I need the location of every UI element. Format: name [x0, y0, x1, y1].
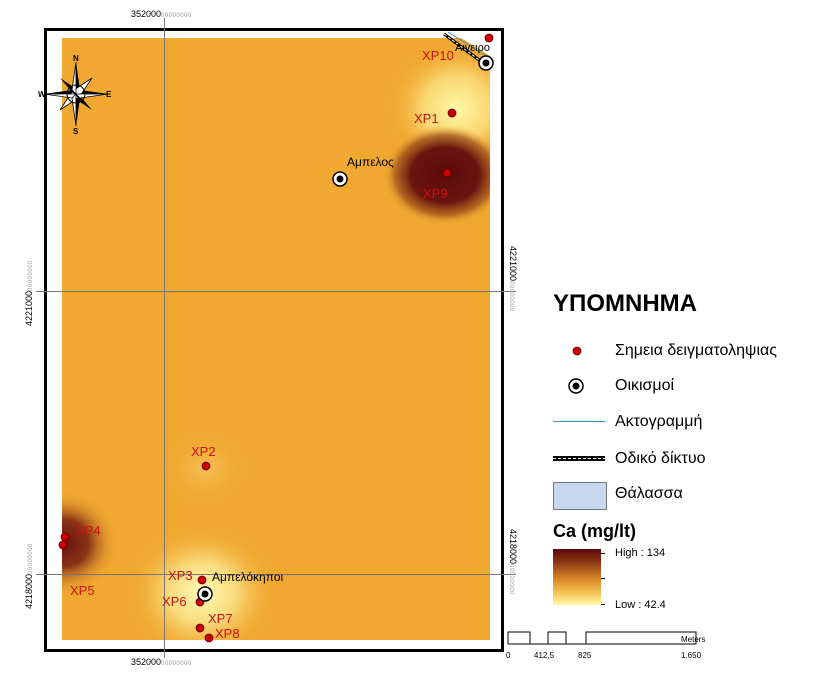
legend-road-icon	[553, 456, 605, 461]
high-zone-xp4	[62, 491, 119, 595]
compass-w: W	[38, 90, 46, 99]
sample-point-xp7[interactable]	[195, 623, 205, 633]
ca-high-label: High : 134	[615, 547, 666, 559]
legend-title: ΥΠΟΜΝΗΜΑ	[553, 290, 697, 317]
sea-area	[450, 31, 495, 59]
ca-ramp-tick-bot	[601, 604, 605, 605]
sample-label-xp6: XP6	[162, 594, 187, 609]
settlement-label-ampelokipoi: Αμπελόκηποι	[212, 570, 283, 584]
settlement-label-ampelos: Αμπελος	[347, 155, 394, 169]
sample-label-xp8: XP8	[215, 626, 240, 641]
sample-label-xp2: XP2	[191, 444, 216, 459]
high-zone-xp9	[383, 125, 490, 225]
settlement-label-aigeiros: Αιγειρο	[455, 42, 490, 54]
ca-color-ramp	[553, 549, 601, 605]
scale-unit: Meters	[681, 635, 706, 644]
sample-point-xp9[interactable]	[442, 168, 452, 178]
legend-settlement-icon	[568, 378, 584, 394]
sample-point-xp5[interactable]	[58, 540, 68, 550]
sample-label-xp10: XP10	[422, 48, 454, 63]
sample-label-xp5: XP5	[70, 583, 95, 598]
sample-point-xp1[interactable]	[447, 108, 457, 118]
sample-label-xp4: XP4	[76, 523, 101, 538]
sample-point-xp2[interactable]	[201, 461, 211, 471]
scale-label-1650: 1.650	[681, 651, 702, 660]
sample-label-xp7: XP7	[208, 611, 233, 626]
sample-label-xp9: XP9	[423, 186, 448, 201]
sample-point-xp10[interactable]	[484, 33, 494, 43]
compass-s: S	[73, 127, 79, 136]
settlement-ampelokipoi[interactable]	[197, 586, 213, 602]
legend-label-sea: Θάλασσα	[615, 485, 683, 502]
legend-sample-icon	[572, 346, 582, 356]
coord-top-x: 35200000000000	[131, 9, 192, 19]
sample-point-xp3[interactable]	[197, 575, 207, 585]
ca-ramp-tick-mid	[601, 578, 605, 579]
sample-point-xp4[interactable]	[60, 532, 70, 542]
legend-sea-icon	[553, 482, 607, 510]
scale-bar	[507, 631, 697, 645]
legend-label-coastline: Ακτογραμμή	[615, 413, 703, 430]
legend-coastline-icon	[553, 421, 605, 422]
grid-line-horizontal-upper	[36, 291, 516, 292]
ca-low-label: Low : 42.4	[615, 599, 666, 611]
scale-label-0: 0	[506, 651, 511, 660]
grid-line-horizontal-lower	[36, 574, 516, 575]
sample-label-xp1: XP1	[414, 111, 439, 126]
sample-point-xp8[interactable]	[204, 633, 214, 643]
coord-bottom-x: 35200000000000	[131, 657, 192, 667]
sample-label-xp3: XP3	[168, 568, 193, 583]
compass-e: E	[106, 90, 112, 99]
ca-legend-title: Ca (mg/lt)	[553, 521, 636, 541]
compass-rose-icon: N S W E	[38, 54, 112, 136]
legend-label-settlements: Οικισμοί	[615, 377, 675, 394]
compass-n: N	[73, 54, 79, 63]
scale-label-412: 412,5	[534, 651, 555, 660]
scale-label-825: 825	[578, 651, 592, 660]
legend-label-road: Οδικό δίκτυο	[615, 450, 706, 467]
grid-line-vertical	[164, 18, 165, 658]
ca-ramp-tick-top	[601, 553, 605, 554]
legend-label-samples: Σημεια δειγματοληψιας	[615, 342, 777, 359]
settlement-ampelos[interactable]	[332, 171, 348, 187]
settlement-aigeiros[interactable]	[478, 55, 494, 71]
